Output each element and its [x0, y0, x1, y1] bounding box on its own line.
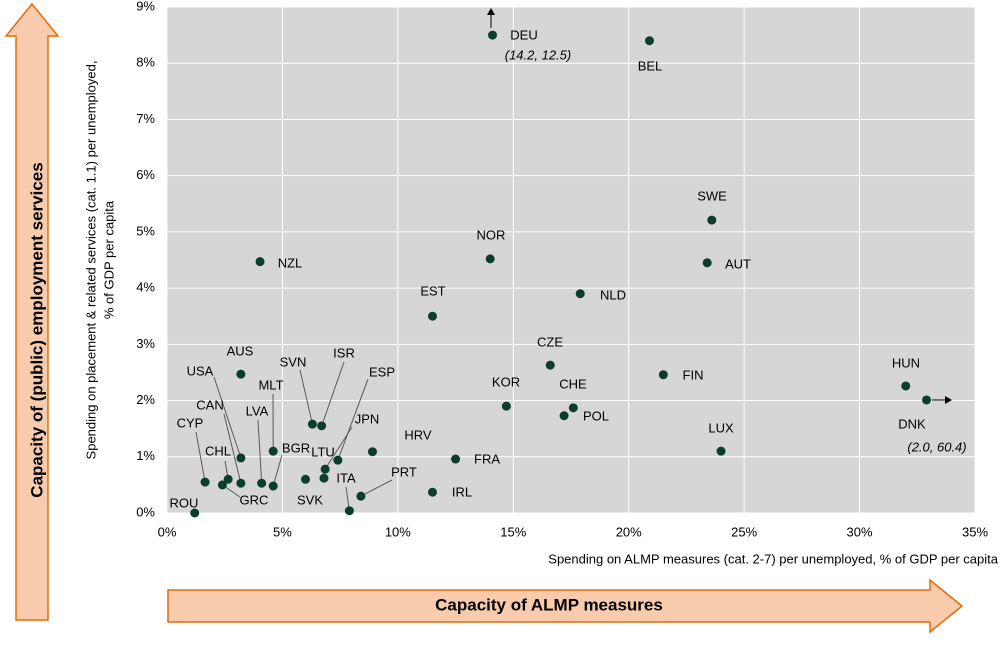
point	[317, 421, 326, 430]
point-label: DEU	[510, 27, 537, 42]
point	[236, 453, 245, 462]
point-label: CZE	[537, 334, 563, 349]
point-label: MLT	[258, 377, 283, 392]
point	[319, 474, 328, 483]
point	[502, 402, 511, 411]
x-tick-label: 0%	[158, 524, 177, 539]
point	[269, 447, 278, 456]
y-tick-label: 9%	[136, 0, 155, 13]
point-label: CAN	[196, 397, 223, 412]
y-tick-label: 8%	[136, 55, 155, 70]
point-label: ESP	[369, 364, 395, 379]
point-label: ITA	[336, 470, 356, 485]
y-tick-label: 5%	[136, 223, 155, 238]
y-tick-label: 1%	[136, 448, 155, 463]
y-tick-label: 2%	[136, 392, 155, 407]
point	[236, 370, 245, 379]
point-label: LTU	[311, 444, 335, 459]
point-label: ISR	[333, 345, 355, 360]
x-tick-label: 30%	[847, 524, 873, 539]
point-label: GRC	[240, 492, 269, 507]
point	[333, 456, 342, 465]
annotation: (2.0, 60.4)	[907, 439, 966, 454]
point	[269, 482, 278, 491]
point-label: IRL	[452, 484, 472, 499]
point-label: CHL	[205, 443, 231, 458]
point-label: LUX	[708, 420, 734, 435]
annotation: (14.2, 12.5)	[505, 47, 572, 62]
point	[717, 447, 726, 456]
point	[224, 475, 233, 484]
point-label: CHE	[559, 376, 587, 391]
point-label: EST	[420, 283, 445, 298]
point-label: NOR	[477, 227, 506, 242]
point	[659, 370, 668, 379]
point	[301, 475, 310, 484]
x-tick-label: 25%	[731, 524, 757, 539]
point	[560, 411, 569, 420]
point-label: AUT	[725, 256, 751, 271]
point	[257, 479, 266, 488]
y-tick-label: 3%	[136, 336, 155, 351]
point-label: KOR	[492, 374, 520, 389]
point	[546, 361, 555, 370]
x-tick-label: 20%	[616, 524, 642, 539]
point-label: FRA	[474, 451, 500, 466]
point	[488, 31, 497, 40]
point-label: SVN	[280, 354, 307, 369]
point-label: POL	[583, 408, 609, 423]
point	[901, 381, 910, 390]
x-arrow-label: Capacity of ALMP measures	[435, 595, 663, 614]
point	[201, 478, 210, 487]
point	[707, 216, 716, 225]
point-label: HUN	[892, 355, 920, 370]
y-tick-label: 4%	[136, 280, 155, 295]
point	[368, 447, 377, 456]
y-tick-label: 7%	[136, 111, 155, 126]
point	[356, 492, 365, 501]
point-label: DNK	[898, 416, 926, 431]
point	[428, 488, 437, 497]
y-arrow-label: Capacity of (public) employment services	[27, 162, 46, 497]
point	[428, 312, 437, 321]
y-tick-label: 0%	[136, 504, 155, 519]
point	[256, 257, 265, 266]
point	[236, 479, 245, 488]
point-label: BGR	[282, 440, 310, 455]
point-label: JPN	[355, 411, 380, 426]
x-tick-label: 15%	[500, 524, 526, 539]
x-tick-label: 10%	[385, 524, 411, 539]
point	[308, 420, 317, 429]
point-label: LVA	[246, 403, 269, 418]
point-label: PRT	[391, 464, 417, 479]
point-label: BEL	[638, 58, 663, 73]
x-axis-label: Spending on ALMP measures (cat. 2-7) per…	[548, 551, 998, 566]
point	[451, 455, 460, 464]
x-tick-label: 35%	[962, 524, 988, 539]
point-label: HRV	[404, 427, 432, 442]
y-axis-label: % of GDP per capita	[101, 200, 116, 319]
point-label: USA	[187, 363, 214, 378]
point-label: SVK	[297, 492, 323, 507]
point-label: CYP	[177, 415, 204, 430]
point	[569, 403, 578, 412]
point-label: FIN	[683, 367, 704, 382]
point-label: AUS	[227, 343, 254, 358]
point-label: SWE	[697, 188, 727, 203]
y-tick-label: 6%	[136, 167, 155, 182]
y-axis-label: Spending on placement & related services…	[83, 61, 98, 460]
point-label: ROU	[170, 495, 199, 510]
point-label: NZL	[278, 255, 303, 270]
point	[486, 254, 495, 263]
point	[345, 506, 354, 515]
point	[645, 36, 654, 45]
point	[922, 395, 931, 404]
point-label: NLD	[600, 287, 626, 302]
point	[321, 465, 330, 474]
x-tick-label: 5%	[273, 524, 292, 539]
point	[576, 289, 585, 298]
point	[703, 258, 712, 267]
